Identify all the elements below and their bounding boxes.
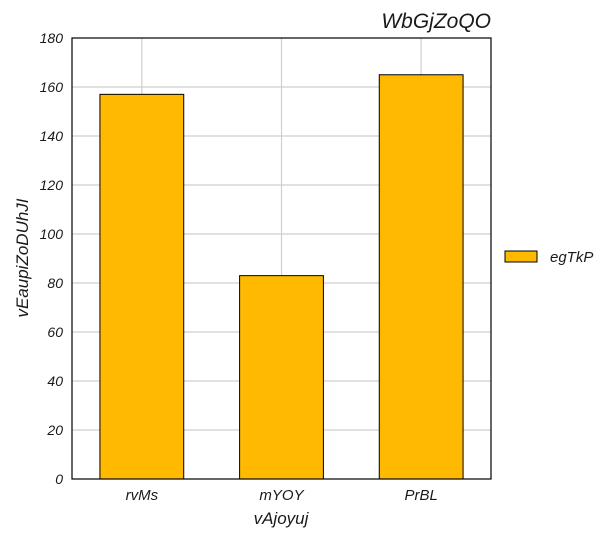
- y-tick-label: 140: [40, 128, 64, 144]
- y-tick-label: 80: [47, 275, 63, 291]
- y-tick-label: 40: [47, 373, 63, 389]
- legend-label: egTkP: [550, 249, 593, 266]
- y-axis-ticks: 0 20 40 60 80 100 120 140 160 180: [40, 30, 64, 487]
- y-axis-label: vEaupiZoDUhJI: [13, 198, 32, 317]
- legend-swatch: [504, 250, 538, 263]
- y-tick-label: 100: [40, 226, 64, 242]
- y-tick-label: 60: [47, 324, 63, 340]
- x-axis-label: vAjoyuj: [254, 509, 310, 528]
- chart-title: WbGjZoQO: [381, 10, 491, 33]
- y-tick-label: 120: [40, 177, 64, 193]
- x-tick-label: PrBL: [404, 487, 437, 504]
- y-tick-label: 180: [40, 30, 64, 46]
- y-tick-label: 160: [40, 79, 64, 95]
- y-tick-label: 0: [55, 471, 63, 487]
- bar-PrBL: [378, 74, 464, 480]
- bars-group: [99, 74, 464, 480]
- bar-rvMs: [99, 93, 185, 480]
- x-tick-label: rvMs: [126, 487, 159, 504]
- y-tick-label: 20: [46, 422, 63, 438]
- x-axis-ticks: rvMs mYOY PrBL: [126, 487, 438, 504]
- legend: egTkP: [504, 249, 593, 266]
- plot-frame: [71, 37, 492, 480]
- x-tick-label: mYOY: [259, 487, 304, 504]
- bar-mYOY: [239, 275, 324, 480]
